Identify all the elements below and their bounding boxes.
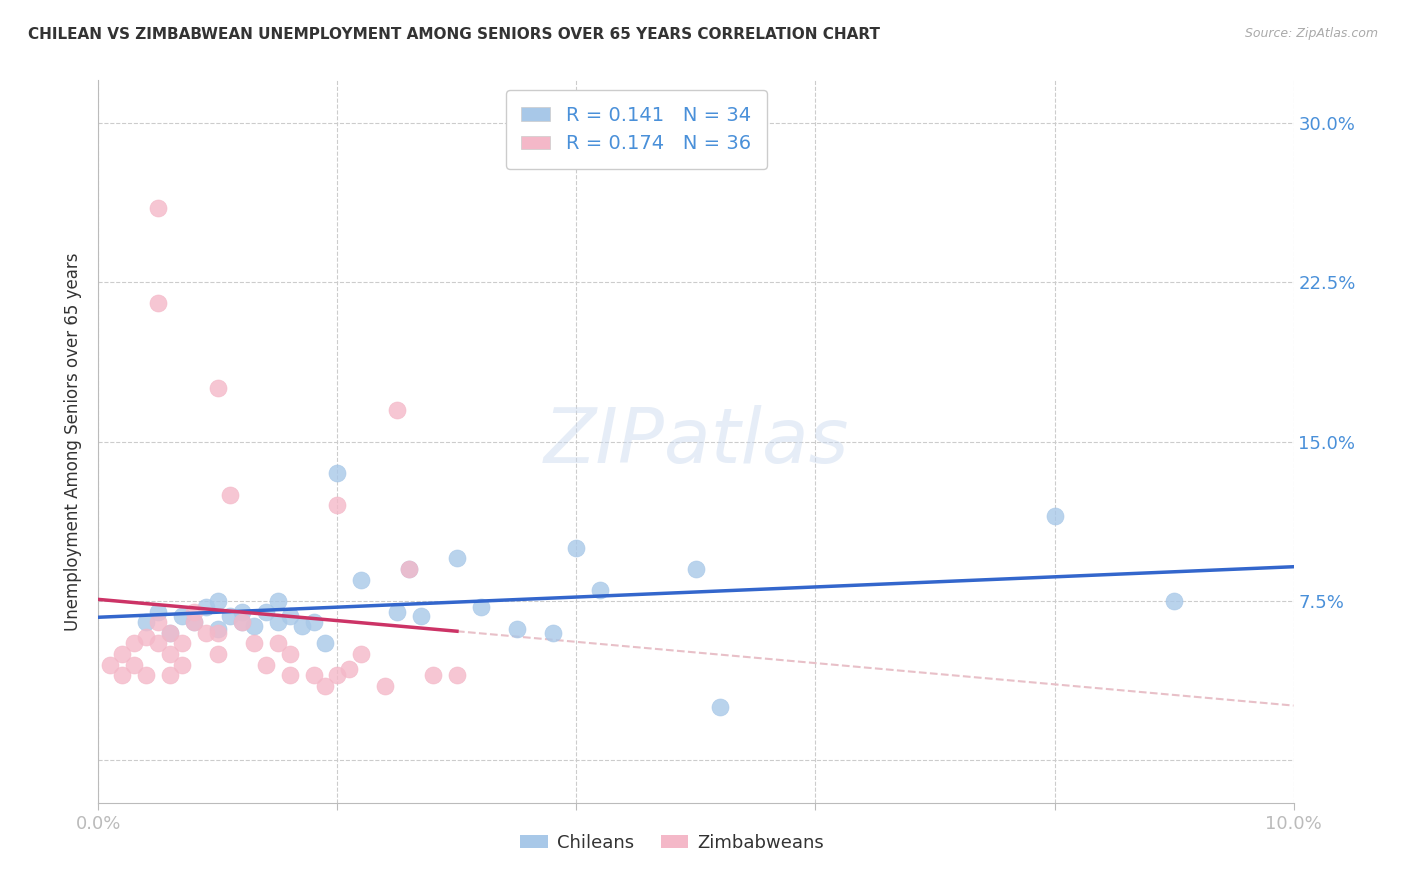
Point — [135, 630, 157, 644]
Point — [506, 622, 529, 636]
Point — [374, 679, 396, 693]
Point — [207, 625, 229, 640]
Point — [243, 619, 266, 633]
Point — [207, 647, 229, 661]
Point — [207, 381, 229, 395]
Point — [231, 615, 253, 630]
Point — [302, 668, 325, 682]
Point — [124, 636, 146, 650]
Point — [446, 551, 468, 566]
Point — [398, 562, 420, 576]
Point — [148, 636, 170, 650]
Point — [267, 615, 290, 630]
Point — [1043, 508, 1066, 523]
Point — [267, 594, 290, 608]
Point — [315, 679, 337, 693]
Point — [470, 600, 492, 615]
Point — [243, 636, 266, 650]
Point — [709, 700, 731, 714]
Point — [254, 657, 277, 672]
Point — [541, 625, 564, 640]
Point — [148, 201, 170, 215]
Point — [159, 625, 181, 640]
Point — [422, 668, 444, 682]
Point — [685, 562, 707, 576]
Point — [195, 625, 218, 640]
Point — [159, 647, 181, 661]
Point — [446, 668, 468, 682]
Y-axis label: Unemployment Among Seniors over 65 years: Unemployment Among Seniors over 65 years — [63, 252, 82, 631]
Point — [565, 541, 588, 555]
Point — [172, 608, 194, 623]
Point — [350, 647, 373, 661]
Point — [1163, 594, 1185, 608]
Point — [326, 498, 349, 512]
Point — [291, 619, 314, 633]
Point — [326, 668, 349, 682]
Point — [172, 636, 194, 650]
Point — [183, 605, 205, 619]
Point — [172, 657, 194, 672]
Point — [111, 647, 134, 661]
Point — [385, 402, 409, 417]
Point — [589, 583, 612, 598]
Point — [219, 488, 242, 502]
Point — [326, 467, 349, 481]
Point — [207, 594, 229, 608]
Point — [231, 615, 253, 630]
Point — [148, 296, 170, 310]
Text: ZIPatlas: ZIPatlas — [543, 405, 849, 478]
Point — [111, 668, 134, 682]
Point — [98, 657, 122, 672]
Text: Source: ZipAtlas.com: Source: ZipAtlas.com — [1244, 27, 1378, 40]
Point — [195, 600, 218, 615]
Legend: Chileans, Zimbabweans: Chileans, Zimbabweans — [513, 826, 831, 859]
Point — [148, 605, 170, 619]
Point — [278, 608, 301, 623]
Point — [231, 605, 253, 619]
Point — [207, 622, 229, 636]
Text: CHILEAN VS ZIMBABWEAN UNEMPLOYMENT AMONG SENIORS OVER 65 YEARS CORRELATION CHART: CHILEAN VS ZIMBABWEAN UNEMPLOYMENT AMONG… — [28, 27, 880, 42]
Point — [411, 608, 433, 623]
Point — [302, 615, 325, 630]
Point — [385, 605, 409, 619]
Point — [124, 657, 146, 672]
Point — [183, 615, 205, 630]
Point — [148, 615, 170, 630]
Point — [267, 636, 290, 650]
Point — [159, 625, 181, 640]
Point — [315, 636, 337, 650]
Point — [135, 615, 157, 630]
Point — [159, 668, 181, 682]
Point — [398, 562, 420, 576]
Point — [339, 662, 361, 676]
Point — [350, 573, 373, 587]
Point — [183, 615, 205, 630]
Point — [278, 647, 301, 661]
Point — [278, 668, 301, 682]
Point — [254, 605, 277, 619]
Point — [219, 608, 242, 623]
Point — [135, 668, 157, 682]
